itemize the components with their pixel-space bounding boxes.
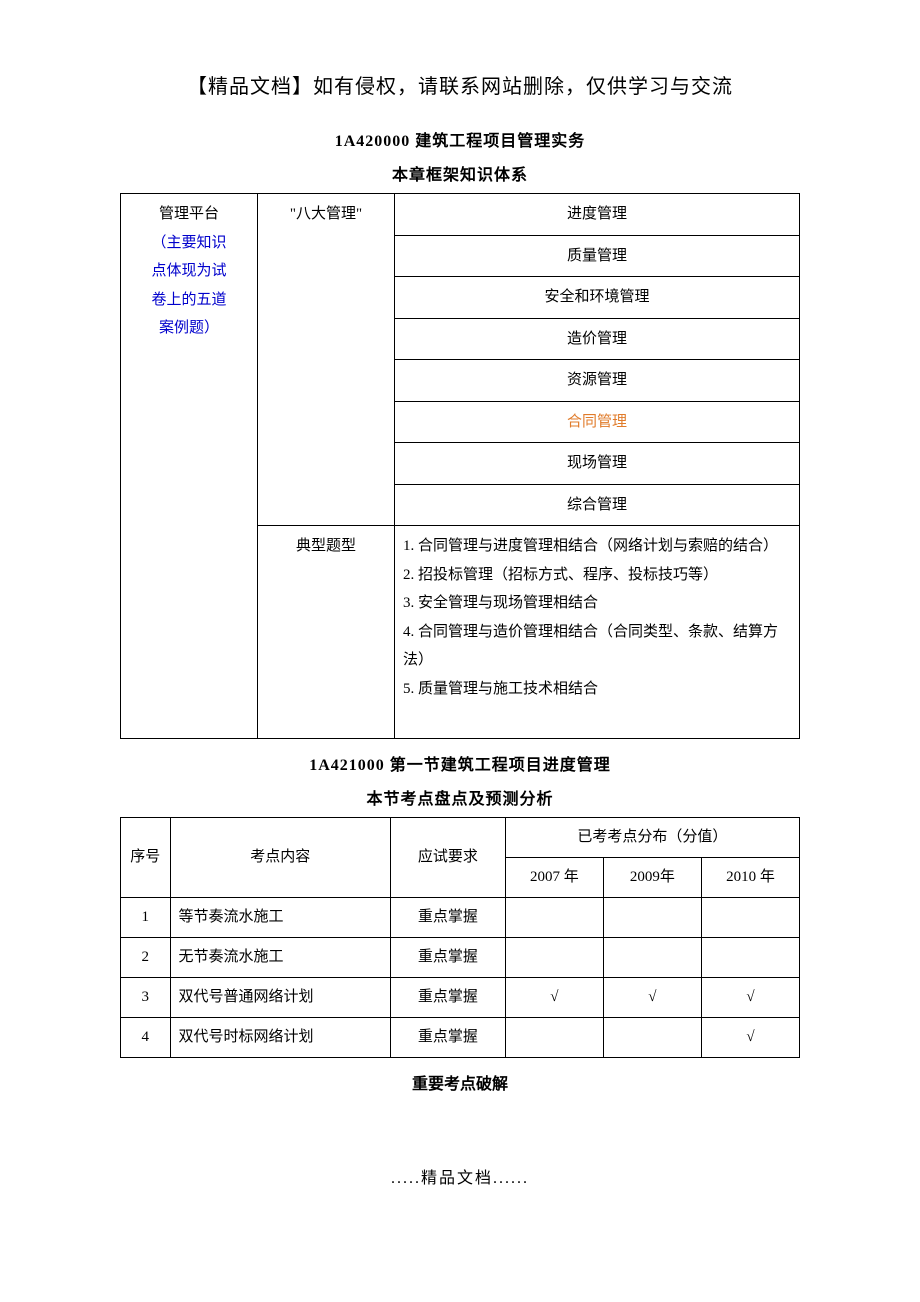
typical-types-cell: 1. 合同管理与进度管理相结合（网络计划与索赔的结合） 2. 招投标管理（招标方… <box>395 526 800 739</box>
mgmt-item: 质量管理 <box>395 235 800 277</box>
cell-seq: 4 <box>121 1017 171 1057</box>
mgmt-item: 造价管理 <box>395 318 800 360</box>
col-seq: 序号 <box>121 817 171 897</box>
type-item: 1. 合同管理与进度管理相结合（网络计划与索赔的结合） <box>403 532 791 561</box>
section1-subtitle: 本章框架知识体系 <box>110 161 810 185</box>
cell-seq: 3 <box>121 977 171 1017</box>
cell-req: 重点掌握 <box>390 937 505 977</box>
cell-mark <box>603 1017 701 1057</box>
col-req: 应试要求 <box>390 817 505 897</box>
cell-mark: √ <box>603 977 701 1017</box>
platform-line: 案例题） <box>129 314 249 343</box>
platform-cell: 管理平台 （主要知识 点体现为试 卷上的五道 案例题） <box>121 194 258 739</box>
table-row: 3 双代号普通网络计划 重点掌握 √ √ √ <box>121 977 800 1017</box>
section2-title: 1A421000 第一节建筑工程项目进度管理 <box>110 751 810 775</box>
cell-content: 无节奏流水施工 <box>170 937 390 977</box>
col-year: 2009年 <box>603 857 701 897</box>
type-item: 3. 安全管理与现场管理相结合 <box>403 589 791 618</box>
mgmt-item-highlight: 合同管理 <box>395 401 800 443</box>
cell-req: 重点掌握 <box>390 897 505 937</box>
section2-subtitle: 本节考点盘点及预测分析 <box>110 785 810 809</box>
eight-mgmt-label: "八大管理" <box>258 194 395 526</box>
col-year: 2010 年 <box>701 857 799 897</box>
col-year: 2007 年 <box>505 857 603 897</box>
cell-req: 重点掌握 <box>390 1017 505 1057</box>
header-notice: 【精品文档】如有侵权，请联系网站删除，仅供学习与交流 <box>110 70 810 99</box>
cell-mark <box>701 897 799 937</box>
cell-mark: √ <box>505 977 603 1017</box>
cell-content: 双代号普通网络计划 <box>170 977 390 1017</box>
type-item: 5. 质量管理与施工技术相结合 <box>403 675 791 704</box>
table-row: 1 等节奏流水施工 重点掌握 <box>121 897 800 937</box>
mgmt-item: 现场管理 <box>395 443 800 485</box>
cell-req: 重点掌握 <box>390 977 505 1017</box>
type-item: 2. 招投标管理（招标方式、程序、投标技巧等） <box>403 561 791 590</box>
typical-label: 典型题型 <box>258 526 395 739</box>
cell-mark <box>505 937 603 977</box>
mgmt-item: 资源管理 <box>395 360 800 402</box>
cell-content: 双代号时标网络计划 <box>170 1017 390 1057</box>
table-row: 4 双代号时标网络计划 重点掌握 √ <box>121 1017 800 1057</box>
cell-mark: √ <box>701 977 799 1017</box>
type-item: 4. 合同管理与造价管理相结合（合同类型、条款、结算方法） <box>403 618 791 675</box>
cell-mark <box>505 897 603 937</box>
mgmt-item: 安全和环境管理 <box>395 277 800 319</box>
platform-line: 管理平台 <box>129 200 249 229</box>
footer-watermark: .....精品文档...... <box>110 1164 810 1188</box>
cell-content: 等节奏流水施工 <box>170 897 390 937</box>
col-dist: 已考考点分布（分值） <box>505 817 799 857</box>
mgmt-item: 综合管理 <box>395 484 800 526</box>
footer-heading: 重要考点破解 <box>110 1070 810 1094</box>
cell-seq: 2 <box>121 937 171 977</box>
platform-line: （主要知识 <box>129 229 249 258</box>
platform-line: 点体现为试 <box>129 257 249 286</box>
cell-mark: √ <box>701 1017 799 1057</box>
exam-points-table: 序号 考点内容 应试要求 已考考点分布（分值） 2007 年 2009年 201… <box>120 817 800 1058</box>
framework-table: 管理平台 （主要知识 点体现为试 卷上的五道 案例题） "八大管理" 进度管理 … <box>120 193 800 739</box>
cell-mark <box>603 897 701 937</box>
cell-mark <box>505 1017 603 1057</box>
platform-line: 卷上的五道 <box>129 286 249 315</box>
col-content: 考点内容 <box>170 817 390 897</box>
mgmt-item: 进度管理 <box>395 194 800 236</box>
cell-mark <box>603 937 701 977</box>
cell-seq: 1 <box>121 897 171 937</box>
cell-mark <box>701 937 799 977</box>
table-row: 2 无节奏流水施工 重点掌握 <box>121 937 800 977</box>
section1-title: 1A420000 建筑工程项目管理实务 <box>110 127 810 151</box>
